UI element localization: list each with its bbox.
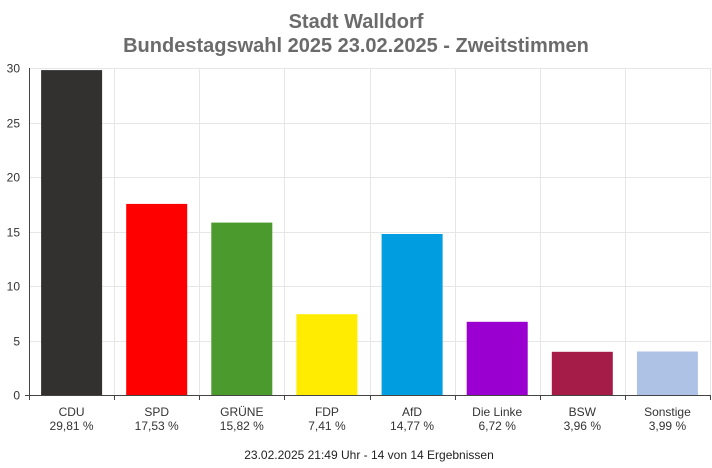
x-value-label: 6,72 % <box>479 419 517 433</box>
x-category-label: Sonstige <box>644 405 691 419</box>
bar-bsw <box>551 351 613 395</box>
bar-gr-ne <box>211 222 273 395</box>
y-tick-label: 10 <box>7 280 21 294</box>
x-value-label: 3,96 % <box>564 419 602 433</box>
x-category-label: Die Linke <box>472 405 522 419</box>
x-category-label: CDU <box>59 405 85 419</box>
bar-sonstige <box>636 351 698 395</box>
x-value-label: 7,41 % <box>308 419 346 433</box>
bars <box>41 70 698 395</box>
x-category-label: SPD <box>144 405 169 419</box>
x-value-label: 29,81 % <box>50 419 94 433</box>
x-category-label: GRÜNE <box>220 405 263 419</box>
y-tick-label: 30 <box>7 62 21 76</box>
x-value-label: 14,77 % <box>390 419 434 433</box>
y-tick-label: 25 <box>7 117 21 131</box>
chart-title: Stadt Walldorf <box>289 11 424 33</box>
x-category-label: FDP <box>315 405 339 419</box>
x-value-label: 17,53 % <box>135 419 179 433</box>
y-tick-label: 0 <box>13 389 20 403</box>
bar-fdp <box>296 314 358 395</box>
results-footer: 23.02.2025 21:49 Uhr - 14 von 14 Ergebni… <box>244 448 494 462</box>
bar-cdu <box>41 70 103 395</box>
x-category-label: AfD <box>402 405 422 419</box>
bar-die-linke <box>466 321 528 395</box>
chart-subtitle: Bundestagswahl 2025 23.02.2025 - Zweitst… <box>123 35 589 57</box>
bar-spd <box>126 203 188 395</box>
x-category-label: BSW <box>569 405 597 419</box>
x-value-label: 15,82 % <box>220 419 264 433</box>
y-tick-label: 5 <box>13 335 20 349</box>
y-axis: 0 5 10 15 20 25 30 <box>7 62 30 403</box>
bar-afd <box>381 234 443 395</box>
y-tick-label: 20 <box>7 171 21 185</box>
x-value-label: 3,99 % <box>649 419 687 433</box>
y-tick-label: 15 <box>7 226 21 240</box>
